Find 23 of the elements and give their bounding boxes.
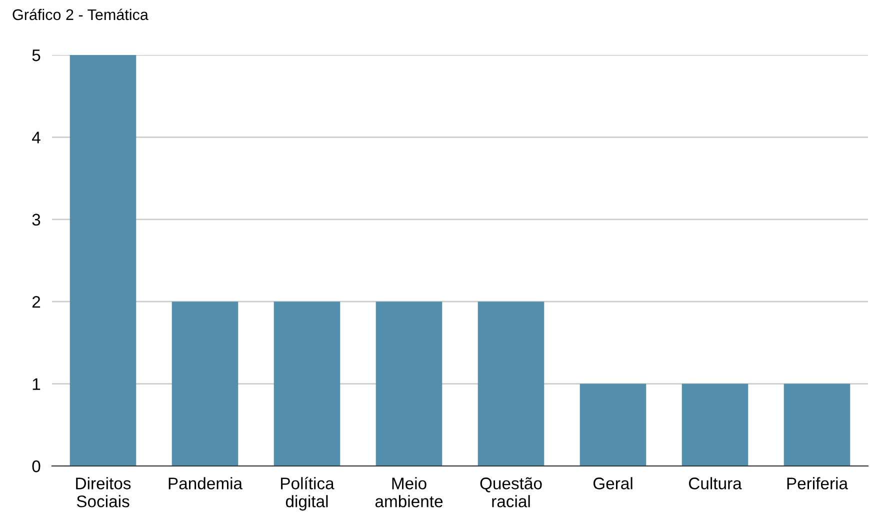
- x-tick-label: Cultura: [688, 477, 742, 490]
- y-tick-label: 5: [32, 50, 40, 62]
- bar: [172, 302, 238, 466]
- bar: [70, 55, 136, 466]
- y-tick-label: 3: [32, 214, 40, 226]
- bar: [580, 384, 646, 466]
- x-tick-label: Geral: [593, 477, 632, 490]
- x-tick-label: Pandemia: [168, 477, 243, 490]
- chart-title: Gráfico 2 - Temática: [12, 8, 148, 20]
- bar: [478, 302, 544, 466]
- y-tick-label: 0: [32, 460, 40, 472]
- y-tick-label: 4: [32, 132, 40, 144]
- x-tick-label: Política digital: [281, 476, 334, 511]
- x-tick-label: Periferia: [787, 477, 848, 490]
- x-tick-label: Meio ambiente: [375, 477, 443, 508]
- x-tick-label: Direitos Sociais: [76, 477, 131, 508]
- bar: [274, 302, 340, 466]
- bar: [784, 384, 850, 466]
- x-tick-label: Questão racial: [480, 477, 542, 508]
- y-tick-label: 2: [32, 296, 40, 308]
- bar: [682, 384, 748, 466]
- bar: [376, 302, 442, 466]
- y-tick-label: 1: [32, 378, 40, 390]
